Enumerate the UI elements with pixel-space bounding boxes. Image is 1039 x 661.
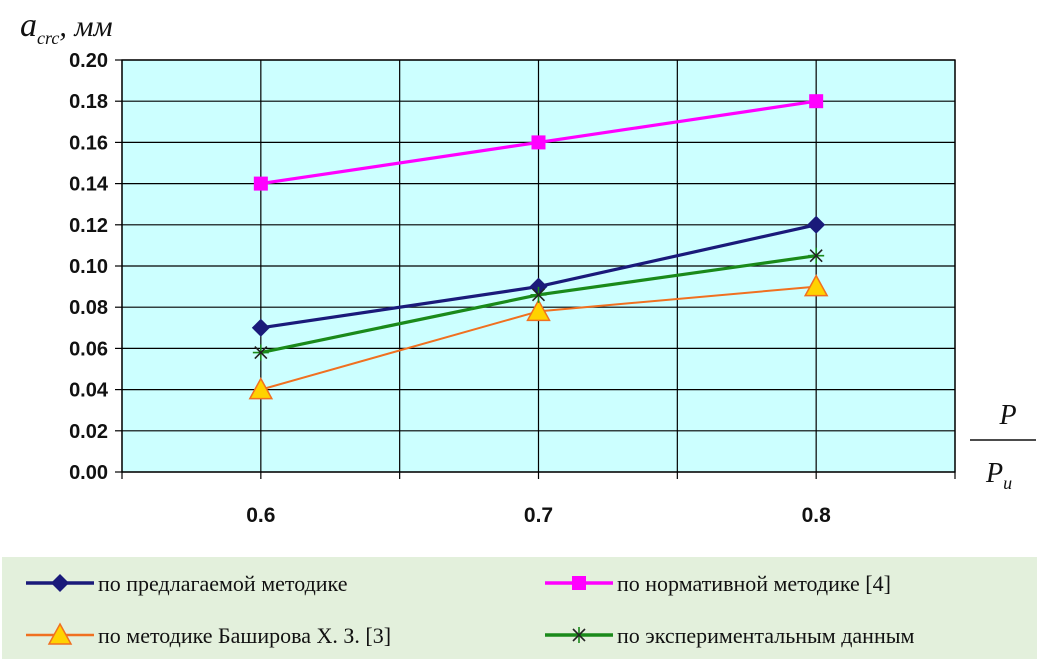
legend-label: по предлагаемой методике — [98, 571, 347, 596]
legend-item: по нормативной методике [4] — [545, 571, 891, 596]
x-tick-label: 0.6 — [246, 504, 275, 527]
marker-star — [252, 344, 269, 361]
legend-label: по экспериментальным данным — [617, 623, 915, 648]
y-axis-title: acrc, мм — [20, 7, 113, 48]
x-axis-title-numerator: P — [998, 400, 1016, 431]
series-4 — [252, 247, 825, 361]
marker-square — [253, 176, 268, 191]
marker-triangle — [526, 298, 551, 322]
marker-triangle — [803, 274, 829, 297]
y-axis-title-unit: , мм — [59, 10, 112, 43]
marker-triangle — [47, 622, 73, 645]
marker-star — [571, 627, 587, 643]
x-tick-label: 0.7 — [524, 504, 553, 527]
x-axis-title-denominator: Pu — [985, 458, 1012, 493]
y-tick-label: 0.00 — [69, 462, 108, 484]
y-tick-label: 0.04 — [69, 380, 109, 402]
legend-item: по предлагаемой методике — [26, 571, 347, 596]
y-tick-label: 0.10 — [69, 256, 108, 278]
legend-box — [2, 557, 1037, 659]
legend-label: по методике Баширова Х. З. [3] — [98, 623, 391, 648]
y-tick-label: 0.02 — [69, 421, 108, 443]
x-axis-ticks: 0.6 0.7 0.8 — [121, 472, 956, 527]
marker-square — [809, 94, 824, 109]
y-axis-title-sub: crc — [37, 28, 59, 48]
series-3 — [248, 274, 829, 400]
marker-square — [531, 135, 546, 150]
legend-item: по экспериментальным данным — [545, 623, 915, 648]
y-tick-label: 0.12 — [69, 215, 108, 237]
y-tick-label: 0.20 — [69, 50, 108, 72]
marker-diamond — [51, 574, 69, 592]
legend-item: по методике Баширова Х. З. [3] — [26, 622, 391, 648]
marker-star — [808, 247, 825, 264]
y-tick-label: 0.06 — [69, 338, 108, 360]
marker-square — [572, 576, 586, 590]
legend-label: по нормативной методике [4] — [617, 571, 891, 596]
x-tick-label: 0.8 — [802, 504, 832, 527]
y-axis-title-main: a — [20, 7, 37, 44]
marker-triangle — [248, 377, 274, 400]
y-tick-label: 0.16 — [69, 132, 108, 154]
y-tick-label: 0.14 — [69, 174, 109, 196]
marker-diamond — [807, 215, 826, 234]
y-tick-label: 0.08 — [69, 297, 108, 319]
series-2 — [253, 94, 824, 191]
legend: по предлагаемой методике по нормативной м… — [26, 571, 915, 648]
y-axis-ticks: 0.00 0.02 0.04 0.06 0.08 0.10 0.12 0.14 0.16 0.18… — [69, 50, 122, 484]
marker-star — [530, 286, 547, 303]
y-tick-label: 0.18 — [69, 91, 108, 113]
marker-diamond — [251, 318, 270, 337]
x-axis-title: P Pu — [970, 400, 1036, 493]
series-group — [248, 94, 829, 400]
